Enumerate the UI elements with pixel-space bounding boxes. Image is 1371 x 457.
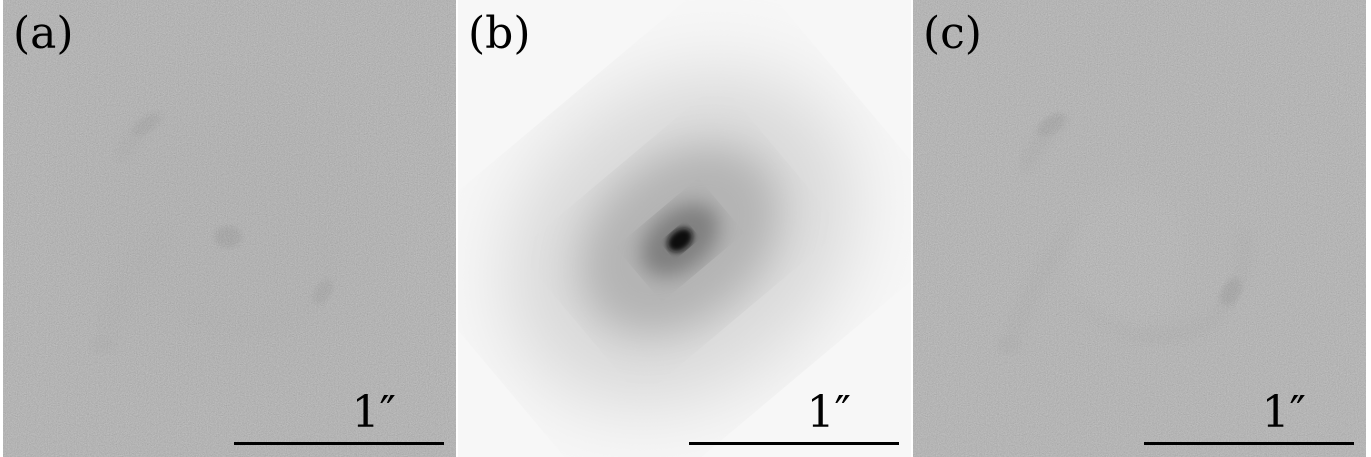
panel-b-scale-label: 1″ [806,387,851,438]
panel-a-scale-label: 1″ [351,387,396,438]
panel-a-label: (a) [13,8,74,59]
panel-b-model-image: (b) 1″ [458,0,911,457]
panel-c-scale-bar [1144,442,1354,445]
panel-a-observed-image: (a) 1″ [3,0,456,457]
panel-c-scale-label: 1″ [1261,387,1306,438]
panel-c-residual-image: (c) 1″ [913,0,1366,457]
panel-a-image [3,0,456,457]
panel-b-label: (b) [468,8,531,59]
panel-a-scale-bar [234,442,444,445]
panel-b-scale-bar [689,442,899,445]
panel-c-image [913,0,1366,457]
panel-c-label: (c) [923,8,982,59]
panel-b-image [458,0,911,457]
